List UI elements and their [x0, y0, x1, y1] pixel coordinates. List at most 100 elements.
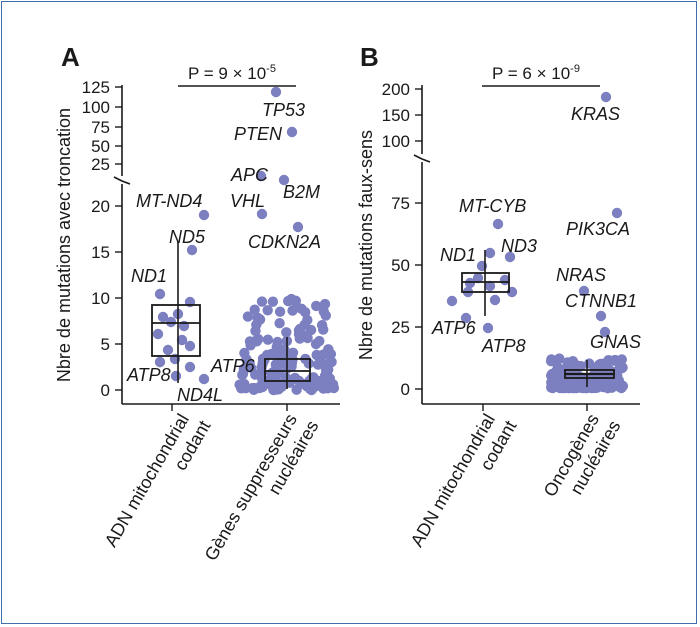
- point-label-gnas: GNAS: [590, 332, 641, 352]
- nuclear-point-a-47: [328, 382, 340, 394]
- labeled-point-a-11: [292, 221, 304, 233]
- box-rect-a-nuc: [264, 358, 311, 382]
- labeled-point-b-6: [611, 207, 623, 219]
- ytick-label-a-5: 5: [101, 335, 110, 354]
- nuclear-point-a-108: [254, 314, 266, 325]
- labeled-point-a-7: [286, 126, 298, 138]
- point-label-nd1-a: ND1: [131, 266, 167, 286]
- panel-letter-b: B: [360, 42, 379, 72]
- point-label-atp6-a: ATP6: [210, 356, 256, 376]
- ytick-label-b-50: 50: [391, 256, 410, 275]
- ytick-label-a-15: 15: [91, 243, 110, 262]
- nuclear-point-a-89: [310, 338, 322, 350]
- category-label-b-1: ADN mitochondrial codant: [407, 406, 521, 561]
- ytick-label-b-0: 0: [401, 380, 410, 399]
- panel-b: B P = 6 × 10-9 200 150 100 75 50 25 0 Nb…: [356, 42, 641, 561]
- mito-point-a-2: [157, 311, 169, 323]
- nuclear-point-a-138: [290, 295, 301, 306]
- nuclear-point-a-72: [293, 329, 305, 340]
- box-rect-a-mito: [151, 304, 201, 357]
- nuclear-point-a-148: [315, 358, 326, 369]
- labeled-point-a-6: [270, 86, 282, 98]
- point-label-kras: KRAS: [571, 104, 620, 124]
- nuclear-point-b-158: [582, 374, 594, 385]
- scatter-points-b: [446, 91, 629, 394]
- nuclear-point-b-142: [616, 354, 627, 365]
- mito-point-b-2: [484, 280, 496, 292]
- panel-letter-a: A: [61, 42, 80, 72]
- ytick-label-a-20: 20: [91, 197, 110, 216]
- box-a-mito: [151, 242, 201, 383]
- mito-point-b-6: [489, 294, 501, 306]
- nuclear-point-a-30: [267, 296, 279, 307]
- category-label-a-1: ADN mitochondrial codant: [101, 406, 215, 561]
- nuclear-point-b-143: [550, 381, 561, 392]
- labeled-point-a-0: [198, 209, 210, 221]
- ytick-label-b-25: 25: [391, 318, 410, 337]
- labeled-point-a-8: [255, 170, 267, 182]
- point-label-nras: NRAS: [556, 265, 606, 285]
- point-label-pik3ca: PIK3CA: [566, 219, 630, 239]
- panel-a: A P = 9 × 10-5 125 100 75 50 25 20 15 10…: [54, 42, 340, 564]
- point-label-b2m: B2M: [283, 182, 320, 202]
- nuclear-point-b-156: [568, 382, 579, 393]
- point-label-atp6-b: ATP6: [431, 318, 477, 338]
- mito-point-b-1: [472, 272, 484, 284]
- labeled-point-b-2: [504, 251, 516, 263]
- nuclear-point-a-142: [302, 314, 313, 326]
- labeled-point-b-3: [460, 312, 472, 324]
- nuclear-point-b-140: [546, 354, 557, 365]
- axis-break-a: [113, 176, 131, 185]
- point-label-apc: APC: [230, 165, 269, 185]
- ytick-label-a-25: 25: [91, 155, 110, 174]
- y-axis-label-a: Nbre de mutations avec troncation: [54, 108, 74, 382]
- box-b-mito: [461, 250, 510, 316]
- nuclear-point-a-144: [271, 341, 282, 353]
- nuclear-point-a-13: [256, 296, 268, 307]
- labeled-point-b-8: [595, 310, 607, 322]
- nuclear-point-a-15: [262, 334, 274, 345]
- nuclear-point-a-122: [262, 349, 273, 361]
- scatter-points-a: [152, 86, 340, 396]
- ytick-label-b-150: 150: [382, 106, 410, 125]
- pvalue-text-b: P = 6 × 10-9: [492, 63, 580, 83]
- nuclear-point-a-145: [247, 382, 258, 394]
- point-label-nd5: ND5: [169, 227, 206, 247]
- pvalue-text-a: P = 9 × 10-5: [188, 63, 276, 83]
- labeled-point-b-7: [578, 285, 590, 297]
- nuclear-point-a-133: [250, 369, 261, 380]
- mito-point-a-5: [152, 328, 164, 340]
- labeled-point-a-4: [170, 370, 182, 382]
- nuclear-point-a-95: [300, 307, 311, 318]
- point-label-tp53: TP53: [262, 100, 305, 120]
- nuclear-point-b-157: [610, 378, 622, 389]
- point-label-nd3: ND3: [501, 236, 537, 256]
- mito-point-a-6: [176, 334, 188, 346]
- labeled-point-a-5: [198, 373, 210, 385]
- point-label-atp8-b: ATP8: [481, 336, 526, 356]
- axis-break-b: [413, 154, 431, 163]
- nuclear-point-b-129: [584, 358, 595, 369]
- mito-point-b-0: [446, 295, 458, 307]
- point-label-mt-cyb: MT-CYB: [459, 196, 526, 216]
- ytick-label-a-10: 10: [91, 289, 110, 308]
- point-label-ctnnb1: CTNNB1: [565, 291, 637, 311]
- mito-point-a-0: [165, 316, 177, 328]
- nuclear-point-a-139: [266, 368, 277, 379]
- ytick-label-b-100: 100: [382, 132, 410, 151]
- ytick-label-a-0: 0: [101, 381, 110, 400]
- nuclear-point-a-137: [301, 381, 313, 392]
- labeled-point-b-5: [600, 91, 612, 103]
- mito-point-a-10: [184, 340, 196, 352]
- nuclear-point-a-128: [274, 318, 285, 329]
- ytick-label-b-75: 75: [391, 194, 410, 213]
- nuclear-point-a-149: [244, 359, 255, 370]
- nuclear-point-a-131: [323, 344, 334, 355]
- point-label-mt-nd4: MT-ND4: [136, 191, 202, 211]
- ytick-label-a-100: 100: [82, 98, 110, 117]
- nuclear-point-b-155: [590, 381, 601, 393]
- nuclear-point-a-121: [242, 311, 254, 322]
- point-label-cdkn2a: CDKN2A: [248, 232, 321, 252]
